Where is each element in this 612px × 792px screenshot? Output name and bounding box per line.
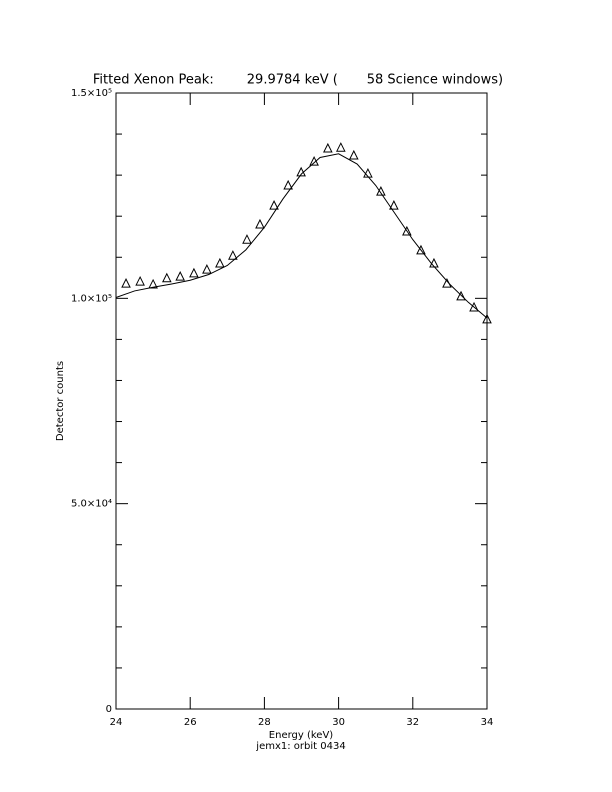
data-point — [429, 257, 439, 268]
x-tick-label: 30 — [332, 717, 345, 728]
x-tick-label: 26 — [184, 717, 197, 728]
data-point — [162, 272, 172, 283]
y-tick-label: 5.0×10⁴ — [71, 499, 112, 510]
fit-line — [115, 153, 488, 319]
data-point — [175, 271, 185, 281]
x-tick-label: 34 — [481, 717, 494, 728]
data-point — [135, 275, 145, 286]
data-point — [363, 167, 373, 178]
data-point — [349, 149, 359, 160]
data-point — [121, 278, 131, 288]
data-point — [202, 264, 212, 274]
data-point — [228, 250, 238, 260]
data-point — [402, 225, 412, 236]
y-axis-label: Detector counts — [55, 361, 66, 441]
data-point — [215, 257, 225, 268]
data-point — [296, 166, 306, 177]
data-point — [242, 234, 252, 244]
y-tick-label: 0 — [106, 704, 112, 715]
y-tick-label: 1.0×10⁵ — [71, 293, 112, 304]
data-point — [189, 267, 199, 278]
subtitle: jemx1: orbit 0434 — [255, 741, 345, 752]
x-tick-label: 32 — [406, 717, 419, 728]
y-tick-label: 1.5×10⁵ — [71, 88, 112, 99]
data-point — [336, 142, 346, 152]
data-point — [255, 218, 265, 229]
chart-title: Fitted Xenon Peak: 29.9784 keV ( 58 Scie… — [93, 73, 503, 88]
data-point — [376, 186, 386, 196]
data-point — [389, 199, 399, 210]
data-point — [456, 290, 466, 301]
data-point — [309, 156, 319, 166]
data-point — [323, 142, 333, 153]
plot-frame — [115, 92, 488, 710]
x-tick-label: 24 — [110, 717, 123, 728]
data-point — [148, 278, 158, 289]
data-point — [442, 278, 452, 288]
data-point — [269, 199, 279, 210]
data-point — [469, 301, 479, 312]
data-point — [482, 313, 492, 324]
x-tick-label: 28 — [258, 717, 271, 728]
data-point — [283, 179, 293, 190]
data-point — [416, 244, 426, 255]
x-axis-label: Energy (keV) — [269, 730, 334, 741]
